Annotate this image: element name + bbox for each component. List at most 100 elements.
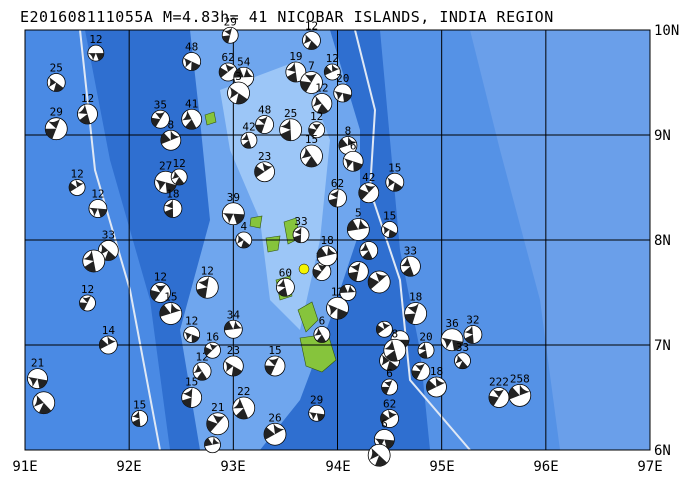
beachball-compression	[381, 379, 393, 395]
beachball: 42	[358, 171, 380, 204]
depth-label: 18	[409, 291, 422, 304]
beachball: 39	[221, 191, 245, 226]
depth-label: 29	[224, 15, 237, 28]
beachball: 6	[342, 139, 364, 172]
beachball-compression	[347, 218, 370, 232]
beachball-compression	[79, 295, 92, 311]
beachball-compression	[293, 226, 302, 243]
depth-label: 6	[350, 139, 357, 152]
beachball-compression	[151, 111, 166, 127]
depth-label: 18	[430, 365, 443, 378]
beachball-compression	[327, 303, 348, 320]
lon-label: 93E	[220, 459, 245, 475]
depth-label: 39	[227, 191, 240, 204]
beachball-compression	[99, 243, 116, 261]
lon-label: 97E	[637, 459, 662, 475]
beachball: 12	[68, 168, 86, 196]
beachball-compression	[488, 389, 505, 406]
beachball-compression	[368, 271, 388, 290]
beachball-compression	[455, 354, 468, 369]
beachball-compression	[359, 242, 373, 260]
beachball-compression	[300, 72, 317, 93]
depth-label: 12	[305, 20, 318, 33]
beachball-compression	[69, 179, 84, 192]
beachball-compression	[204, 342, 219, 356]
beachball: 29	[221, 15, 239, 44]
beachball-compression	[233, 67, 254, 78]
beachball-compression	[426, 377, 446, 392]
beachball: 8	[160, 118, 182, 151]
depth-label: 12	[201, 264, 214, 277]
depth-label: 12	[185, 315, 198, 328]
graticule	[25, 30, 650, 450]
beachball-compression	[343, 158, 363, 172]
beachball: 12	[308, 110, 326, 139]
depth-label: 14	[102, 324, 116, 337]
depth-label: 27	[159, 159, 172, 172]
beachball: 62	[328, 177, 347, 208]
map-title: E201608111055A M=4.83h= 41 NICOBAR ISLAN…	[20, 8, 554, 26]
beachball-compression	[464, 325, 474, 344]
depth-label: 23	[258, 150, 271, 163]
beachball-compression	[369, 447, 388, 467]
lat-label: 6N	[654, 443, 671, 459]
beachball-compression	[99, 336, 117, 350]
depth-label: 3	[235, 70, 242, 83]
beachball-compression	[232, 397, 249, 419]
beachball-compression	[222, 27, 233, 44]
depth-label: 36	[445, 317, 458, 330]
depth-label: 8	[391, 327, 398, 340]
depth-label: 8	[168, 118, 175, 131]
beachball: 42	[240, 120, 258, 149]
shallow-ridge	[220, 60, 330, 330]
beachball-compression	[160, 130, 181, 144]
depth-label: 42	[362, 171, 375, 184]
beachball-compression	[33, 394, 52, 414]
beachball: 6	[381, 367, 398, 396]
depth-label: 25	[50, 62, 63, 75]
beachball-compression	[328, 189, 339, 207]
beachball-compression	[204, 436, 221, 447]
depth-label: 18	[320, 234, 333, 247]
beachball: 33	[454, 341, 471, 370]
depth-label: 20	[336, 72, 349, 85]
beachball: 12	[195, 264, 219, 299]
depth-label: 33	[294, 215, 307, 228]
beachball-compression	[411, 363, 425, 380]
beachball: 26	[263, 411, 287, 446]
depth-label: 12	[326, 52, 339, 65]
island-little-nicobar	[297, 301, 319, 333]
beachball-compression	[265, 356, 280, 376]
beachball-compression	[280, 118, 292, 141]
beachball-compression	[317, 245, 337, 259]
epicenter-star	[298, 263, 310, 275]
beachball: 15	[381, 210, 398, 238]
beachball: 15	[131, 399, 148, 427]
beachball-compression	[376, 321, 391, 334]
depth-label: 48	[258, 104, 271, 117]
depth-label: 19	[289, 50, 302, 63]
beachball: 25	[46, 62, 66, 92]
beachball: 12	[88, 188, 108, 218]
beachball-compression	[324, 64, 340, 76]
beachball: 20	[333, 72, 353, 103]
beachball: 12	[311, 82, 333, 114]
depth-label: 20	[419, 330, 432, 343]
beachball-compression	[184, 331, 200, 343]
beachball-compression	[183, 57, 200, 71]
beachball-compression	[196, 276, 210, 299]
beachball	[367, 270, 391, 294]
beachball: 12	[183, 315, 201, 343]
beachball-compression	[77, 104, 91, 125]
depth-label: 12	[154, 271, 167, 284]
depth-label: 12	[173, 157, 186, 170]
beachball-compression	[264, 423, 285, 440]
beachball: 15	[181, 376, 203, 408]
beachball: 21	[27, 357, 48, 390]
beachball-compression	[224, 361, 242, 376]
depth-label: 48	[185, 41, 198, 54]
beachball: 23	[254, 150, 275, 183]
beachball-compression	[387, 177, 403, 192]
beachball-compression	[358, 183, 376, 200]
beachball: 20	[417, 330, 435, 359]
